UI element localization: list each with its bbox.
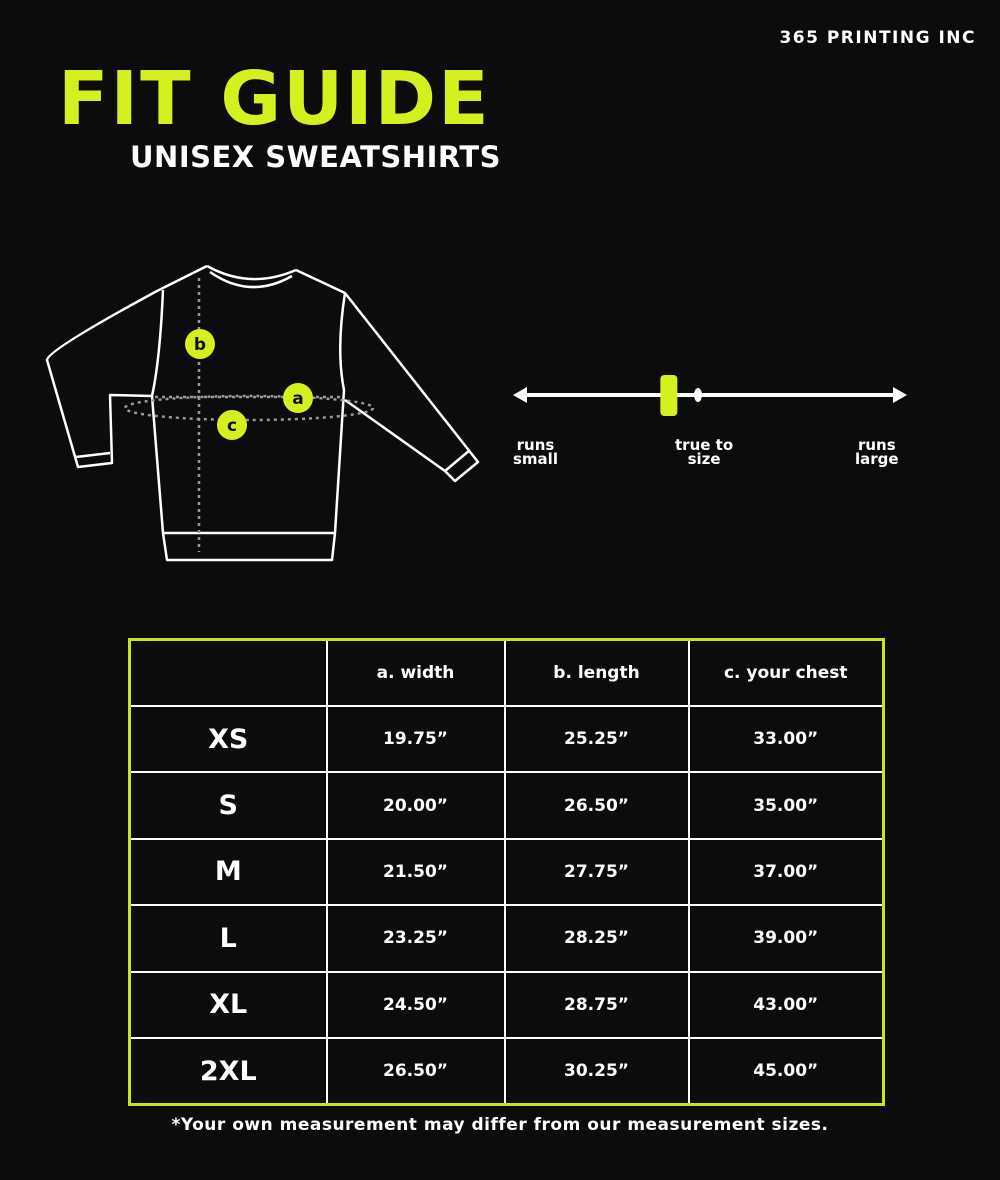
measurement-cell: 43.00” [687,970,885,1040]
arrow-left-icon [513,387,527,403]
svg-text:b: b [194,335,206,355]
marker-a: a [283,383,313,413]
measurement-cell: 45.00” [687,1037,885,1106]
size-label: S [128,771,328,840]
sweatshirt-diagram: b a c [45,264,480,562]
measurement-cell: 28.75” [503,970,690,1040]
page-subtitle: UNISEX SWEATSHIRTS [130,140,502,174]
table-row: XL 24.50” 28.75” 43.00” [128,970,885,1040]
header-width: a. width [325,638,506,707]
table-row: M 21.50” 27.75” 37.00” [128,837,885,907]
table-row: S 20.00” 26.50” 35.00” [128,771,885,840]
table-header: a. width b. length c. your chest [128,638,885,707]
fit-marker [660,375,678,416]
center-tick [694,388,702,402]
marker-c: c [217,410,247,440]
table-row: XS 19.75” 25.25” 33.00” [128,704,885,774]
marker-b: b [185,329,215,359]
size-label: XL [128,970,328,1040]
fit-scale: runs small true to size runs large [505,370,915,480]
svg-text:c: c [227,416,237,436]
runs-large-label: runs large [855,436,899,468]
svg-text:a: a [292,389,303,409]
measurement-cell: 20.00” [325,771,506,840]
brand-name: 365 PRINTING INC [779,28,976,48]
header-length: b. length [503,638,690,707]
measurement-cell: 30.25” [503,1037,690,1106]
runs-small-label: runs small [513,436,558,468]
shirt-body [45,264,480,562]
measurement-cell: 25.25” [503,704,690,774]
measurement-cell: 27.75” [503,837,690,907]
table-row: L 23.25” 28.25” 39.00” [128,904,885,973]
footnote: *Your own measurement may differ from ou… [171,1115,829,1135]
measurement-cell: 28.25” [503,904,690,973]
measurement-cell: 35.00” [687,771,885,840]
measurement-cell: 39.00” [687,904,885,973]
size-label: M [128,837,328,907]
measurement-cell: 24.50” [325,970,506,1040]
size-label: XS [128,704,328,774]
measurement-cell: 19.75” [325,704,506,774]
size-table: a. width b. length c. your chest XS 19.75… [128,638,885,1106]
measurement-cell: 21.50” [325,837,506,907]
size-label: 2XL [128,1037,328,1106]
header-chest: c. your chest [687,638,885,707]
page-title: FIT GUIDE [58,56,491,142]
measurement-cell: 26.50” [503,771,690,840]
table-row: 2XL 26.50” 30.25” 45.00” [128,1037,885,1106]
measurement-cell: 23.25” [325,904,506,973]
size-label: L [128,904,328,973]
true-to-size-label: true to size [675,436,734,468]
arrow-right-icon [893,387,907,403]
measurement-cell: 37.00” [687,837,885,907]
measurement-cell: 33.00” [687,704,885,774]
measurement-cell: 26.50” [325,1037,506,1106]
